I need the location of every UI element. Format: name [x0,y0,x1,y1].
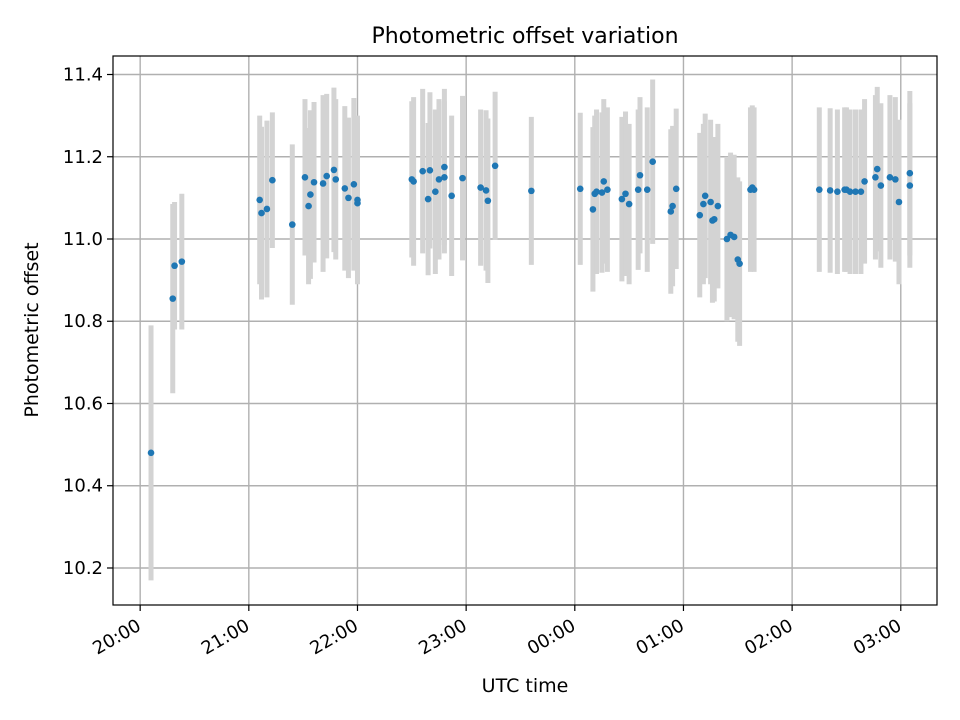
data-point [256,196,263,204]
data-point [263,205,271,213]
data-point [330,166,338,174]
data-point [600,178,608,185]
data-point [441,163,448,171]
grid-lines [113,56,937,605]
data-point [448,192,455,200]
data-point [435,176,443,183]
data-point [424,195,432,203]
data-point [301,174,309,181]
data-point [593,188,600,196]
data-point [701,192,709,200]
data-point [307,191,314,198]
data-point [714,202,722,210]
data-point [441,174,448,181]
data-point [643,186,651,193]
data-point [598,189,606,196]
data-point [700,200,707,208]
data-point [332,176,340,183]
data-point [846,188,854,196]
chart-title: Photometric offset variation [371,24,678,49]
data-point [576,185,584,193]
data-point [305,202,312,210]
data-point [895,198,903,206]
y-tick-label: 10.8 [63,311,103,332]
data-point [696,211,704,219]
data-point [669,202,676,210]
data-point [459,174,466,182]
data-point [834,188,841,196]
data-point [873,165,881,173]
data-point [730,233,738,241]
y-tick-label: 10.2 [63,558,103,579]
y-tick-label: 11.0 [63,229,103,250]
data-point [410,178,417,185]
data-points [147,158,914,457]
data-point [419,167,426,175]
data-point [323,172,330,180]
data-point [877,182,885,189]
data-point [288,221,296,228]
data-point [634,186,642,193]
data-point [618,195,626,203]
data-point [258,209,265,217]
data-point [892,176,899,183]
y-axis-ticks: 10.2 10.4 10.6 10.8 11.0 11.2 11.4 [63,65,113,579]
x-axis-label: UTC time [482,675,569,697]
data-point [171,262,178,270]
data-point [589,206,597,213]
data-point [861,178,868,185]
data-point [604,186,611,193]
data-point [672,185,680,193]
data-point [350,181,358,188]
data-point [622,190,629,198]
y-tick-label: 10.6 [63,393,103,414]
data-point [169,295,177,302]
data-point [269,176,276,184]
data-point [750,186,758,193]
data-point [354,199,361,207]
data-point [667,208,675,215]
data-point [636,171,644,179]
data-point [528,187,535,195]
data-point [852,188,859,196]
data-point [906,182,914,189]
data-point [815,186,823,193]
data-point [826,187,834,194]
data-point [432,188,439,196]
data-point [482,187,490,194]
data-point [341,185,349,192]
data-point [906,169,914,177]
y-tick-label: 11.2 [63,147,103,168]
y-tick-label: 10.4 [63,476,103,497]
y-axis-label: Photometric offset [21,242,43,417]
data-point [310,178,318,186]
data-point [872,174,879,181]
data-point [345,194,352,202]
data-point [147,449,155,457]
data-point [886,174,894,181]
data-point [707,198,714,206]
data-point [491,162,499,170]
data-point [857,188,865,196]
data-point [319,180,327,187]
data-point [736,260,743,267]
data-point [178,258,186,265]
data-point [625,200,633,208]
data-point [710,215,718,223]
data-point [477,184,484,191]
data-point [426,167,434,174]
plot-area-frame [112,55,938,606]
data-point [649,158,656,165]
data-point [484,197,492,205]
y-tick-label: 11.4 [63,65,103,86]
